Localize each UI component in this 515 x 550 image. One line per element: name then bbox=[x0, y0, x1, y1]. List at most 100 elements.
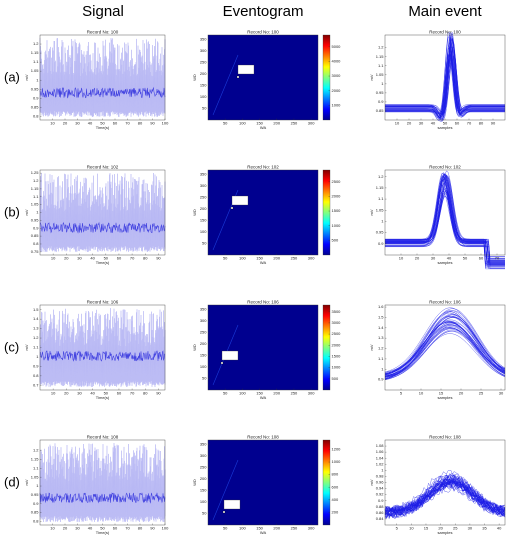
y-tick-label: 0.9 bbox=[33, 95, 39, 100]
datatip-marker bbox=[222, 510, 226, 514]
x-tick-label: 250 bbox=[291, 256, 298, 261]
y-tick-label: 300 bbox=[200, 453, 207, 458]
y-tick-label: 0.92 bbox=[376, 492, 385, 497]
beat-trace bbox=[384, 477, 506, 517]
x-tick-label: 50 bbox=[104, 256, 109, 261]
x-tick-label: 50 bbox=[100, 526, 105, 531]
datatip-marker bbox=[220, 361, 224, 365]
event-trace bbox=[212, 54, 239, 116]
beat-trace bbox=[385, 195, 505, 259]
y-tick-label: 1.2 bbox=[33, 335, 39, 340]
panel-title: Record No: 106 bbox=[247, 300, 279, 305]
y-tick-label: 0.88 bbox=[376, 504, 385, 509]
signal-envelope bbox=[39, 442, 166, 523]
colorbar-tick-label: 200 bbox=[332, 509, 339, 514]
y-tick-label: 250 bbox=[200, 195, 207, 200]
x-tick-label: 10 bbox=[50, 121, 55, 126]
beat-trace bbox=[385, 188, 505, 261]
x-tick-label: 100 bbox=[239, 121, 246, 126]
y-tick-label: 1.1 bbox=[33, 194, 39, 199]
x-tick-label: 10 bbox=[409, 526, 414, 531]
beat-trace bbox=[385, 174, 505, 262]
colorbar-tick-label: 1000 bbox=[332, 102, 342, 107]
x-tick-label: 10 bbox=[50, 526, 55, 531]
heatmap bbox=[208, 305, 318, 390]
x-tick-label: 40 bbox=[88, 121, 93, 126]
y-axis-label: mV bbox=[369, 479, 374, 485]
y-axis-label: WD bbox=[192, 74, 197, 81]
datatip bbox=[221, 350, 239, 361]
y-tick-label: 250 bbox=[200, 465, 207, 470]
x-tick-label: 10 bbox=[419, 391, 424, 396]
x-tick-label: 30 bbox=[75, 121, 80, 126]
y-tick-label: 0.95 bbox=[31, 492, 40, 497]
y-tick-label: 1.05 bbox=[376, 72, 385, 77]
beat-trace bbox=[384, 311, 506, 375]
y-tick-label: 1 bbox=[36, 77, 39, 82]
y-tick-label: 1.15 bbox=[376, 185, 385, 190]
y-tick-label: 1.02 bbox=[376, 461, 385, 466]
y-tick-label: 200 bbox=[200, 476, 207, 481]
beat-trace bbox=[385, 183, 505, 262]
x-tick-label: 40 bbox=[90, 256, 95, 261]
x-tick-label: 200 bbox=[273, 256, 280, 261]
y-tick-label: 0.9 bbox=[33, 501, 39, 506]
y-tick-label: 1.6 bbox=[378, 304, 384, 309]
x-tick-label: 50 bbox=[223, 121, 228, 126]
x-tick-label: 100 bbox=[162, 526, 169, 531]
y-tick-label: 350 bbox=[200, 172, 207, 177]
y-tick-label: 50 bbox=[202, 376, 207, 381]
x-tick-label: 250 bbox=[291, 121, 298, 126]
beat-trace bbox=[384, 321, 506, 380]
axes-frame bbox=[207, 34, 319, 121]
x-tick-label: 60 bbox=[117, 391, 122, 396]
x-tick-label: 60 bbox=[113, 526, 118, 531]
x-tick-label: 90 bbox=[156, 256, 161, 261]
x-tick-label: 5 bbox=[396, 526, 399, 531]
beat-trace bbox=[384, 476, 506, 513]
beat-trace bbox=[384, 479, 506, 514]
y-axis-label: mV bbox=[369, 344, 374, 350]
beat-trace bbox=[384, 307, 506, 373]
beat-trace bbox=[384, 479, 506, 519]
x-axis-label: WA bbox=[260, 395, 267, 400]
x-tick-label: 25 bbox=[453, 526, 458, 531]
x-tick-label: 25 bbox=[479, 391, 484, 396]
event-trace bbox=[212, 459, 239, 521]
y-axis-label: mV bbox=[24, 209, 29, 215]
x-tick-label: 10 bbox=[51, 391, 56, 396]
heatmap bbox=[208, 35, 318, 120]
beat-trace bbox=[385, 190, 505, 266]
panel-title: Record No: 100 bbox=[429, 30, 461, 35]
x-tick-label: 90 bbox=[150, 121, 155, 126]
y-tick-label: 1.2 bbox=[378, 45, 384, 50]
beat-trace bbox=[385, 193, 505, 260]
y-tick-label: 1.05 bbox=[376, 207, 385, 212]
y-tick-label: 1.1 bbox=[378, 196, 384, 201]
panel-title: Record No: 102 bbox=[429, 165, 461, 170]
x-tick-label: 20 bbox=[64, 256, 69, 261]
y-tick-label: 1.4 bbox=[33, 316, 39, 321]
y-tick-label: 1.2 bbox=[33, 448, 39, 453]
y-tick-label: 0.95 bbox=[31, 86, 40, 91]
x-tick-label: 30 bbox=[77, 391, 82, 396]
y-axis-label: mV bbox=[24, 344, 29, 350]
y-tick-label: 0.9 bbox=[378, 498, 384, 503]
beat-trace bbox=[385, 179, 505, 269]
beat-trace bbox=[384, 315, 506, 376]
y-tick-label: 250 bbox=[200, 60, 207, 65]
x-tick-label: 5 bbox=[400, 391, 403, 396]
y-tick-label: 0.94 bbox=[376, 486, 385, 491]
row-label: (b) bbox=[4, 204, 20, 219]
beat-trace bbox=[385, 175, 505, 261]
beat-trace bbox=[385, 54, 505, 118]
x-tick-label: 80 bbox=[479, 121, 484, 126]
x-tick-label: 50 bbox=[223, 391, 228, 396]
x-tick-label: 150 bbox=[256, 121, 263, 126]
x-axis-label: WA bbox=[260, 530, 267, 535]
y-tick-label: 350 bbox=[200, 37, 207, 42]
y-tick-label: 1 bbox=[381, 467, 384, 472]
x-tick-label: 60 bbox=[113, 121, 118, 126]
x-tick-label: 250 bbox=[291, 391, 298, 396]
y-axis-label: WD bbox=[192, 344, 197, 351]
